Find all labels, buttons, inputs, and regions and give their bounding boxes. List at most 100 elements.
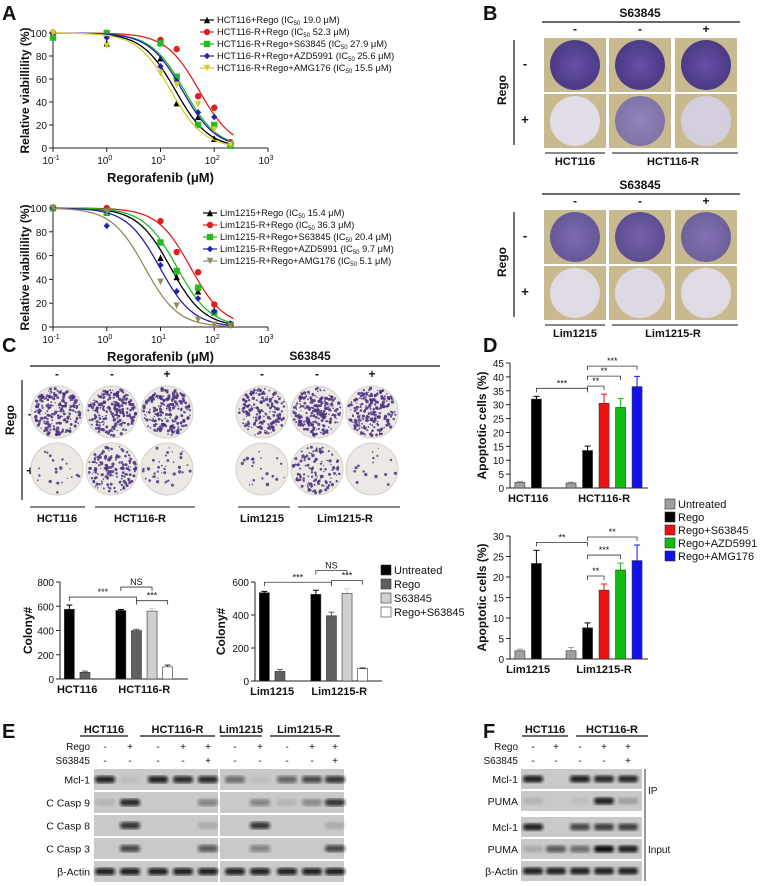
colony [278, 397, 281, 401]
colony [242, 398, 246, 402]
colony [113, 408, 117, 411]
colony [320, 416, 322, 418]
colony [78, 403, 80, 406]
colony [63, 418, 66, 421]
colony [98, 455, 102, 459]
protein-label: Mcl-1 [492, 822, 518, 834]
colony [50, 407, 52, 409]
sign: - [638, 194, 642, 208]
bar-rego-s63845 [162, 666, 173, 680]
colony [44, 422, 48, 425]
colony [280, 410, 283, 413]
colony [330, 428, 333, 430]
colony [271, 474, 275, 478]
legend-paren: ) [384, 39, 387, 49]
colony [39, 413, 41, 415]
legend-paren: ) [391, 244, 394, 254]
legend-paren: ( [335, 256, 342, 266]
colony [264, 431, 268, 435]
x-tick-label: 102 [205, 155, 220, 167]
colony [128, 459, 132, 463]
colony [264, 412, 267, 415]
cell-line-label: Lim1215-R [317, 513, 373, 525]
colony [117, 404, 120, 407]
colony [244, 400, 248, 404]
colony [114, 422, 118, 426]
well-stain [615, 40, 665, 90]
colony [174, 430, 176, 432]
colony [373, 393, 377, 397]
bar-untreated [565, 482, 577, 489]
y-tick-label: 40 [36, 275, 48, 286]
colony [34, 410, 37, 413]
colony [95, 408, 97, 410]
colony [387, 403, 390, 406]
colony [181, 450, 184, 453]
colony [162, 395, 165, 397]
colony [52, 404, 54, 407]
colony [331, 468, 334, 471]
colony [261, 422, 264, 425]
bar-rego [582, 627, 593, 660]
colony [144, 413, 146, 416]
colony [129, 414, 132, 417]
colony [131, 402, 135, 407]
colony [373, 416, 377, 420]
colony [321, 484, 324, 487]
band [570, 823, 590, 831]
colony [255, 413, 259, 416]
data-point [173, 99, 180, 107]
colony [91, 406, 94, 408]
colony [99, 403, 103, 407]
colony [109, 473, 112, 477]
legend-paren: ( [338, 244, 345, 254]
significance-bracket [120, 586, 153, 592]
colony [317, 413, 319, 415]
colony [171, 397, 175, 401]
colony [279, 415, 282, 417]
colony [320, 453, 322, 455]
colony [182, 399, 185, 403]
colony [355, 481, 359, 484]
band [277, 868, 297, 875]
colony [383, 395, 386, 398]
legend-ic50: 19.0 μM [303, 15, 337, 25]
colony [376, 429, 380, 432]
colony [362, 418, 365, 421]
rego-label: Rego [494, 742, 518, 753]
colony [257, 416, 261, 420]
colony [87, 409, 90, 412]
colony [184, 405, 188, 409]
band [173, 868, 193, 875]
colony [280, 462, 283, 465]
colony [165, 413, 168, 416]
colony [364, 473, 368, 477]
colony [144, 477, 147, 480]
colony [178, 470, 182, 474]
significance-bracket [136, 600, 169, 605]
colony [104, 431, 107, 434]
colony [161, 398, 164, 401]
x-tick-label: 102 [205, 334, 220, 346]
colony [257, 425, 260, 429]
well-stain [681, 96, 731, 146]
colony [159, 413, 163, 417]
y-axis-label: Colony# [21, 607, 35, 655]
colony [48, 454, 52, 458]
colony [113, 490, 117, 493]
colony [168, 412, 171, 415]
colony [260, 467, 262, 470]
colony [168, 406, 170, 408]
colony [179, 456, 183, 460]
colony [310, 452, 313, 455]
protein-label: C Casp 8 [46, 821, 90, 833]
data-point [173, 78, 180, 85]
legend-ic50: 9.7 μM [362, 244, 391, 254]
colony [112, 474, 114, 477]
colony [164, 482, 166, 484]
colony [157, 405, 160, 407]
colony [320, 410, 323, 412]
colony [87, 404, 92, 408]
